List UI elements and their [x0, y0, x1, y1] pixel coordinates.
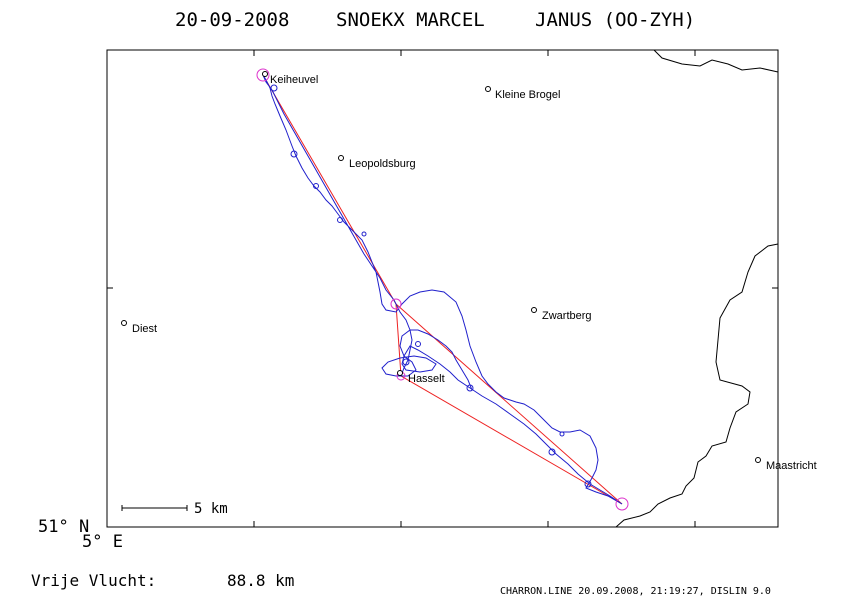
place-label-kleine-brogel: Kleine Brogel	[495, 89, 560, 101]
turnpoint-2	[390, 298, 402, 310]
place-label-diest: Diest	[132, 323, 157, 335]
credit-line: CHARRON.LINE 20.09.2008, 21:19:27, DISLI…	[500, 586, 771, 597]
flight-track	[262, 74, 623, 505]
place-label-leopoldsburg: Leopoldsburg	[349, 158, 416, 170]
turnpoints	[256, 68, 629, 511]
place-label-keiheuvel: Keiheuvel	[270, 74, 318, 86]
place-marker-kleine-brogel	[485, 86, 491, 92]
longitude-label: 5° E	[82, 532, 123, 552]
scale-bar-label: 5 km	[194, 501, 228, 517]
national-border	[615, 49, 779, 528]
flight-title: 20-09-2008 SNOEKX MARCEL JANUS (OO-ZYH)	[0, 9, 853, 33]
task-route	[262, 74, 623, 505]
place-label-maastricht: Maastricht	[766, 460, 817, 472]
turnpoint-finish	[615, 497, 629, 511]
map-frame	[106, 49, 779, 528]
place-labels: Keiheuvel Kleine Brogel Leopoldsburg Die…	[132, 74, 817, 472]
place-marker-maastricht	[755, 457, 761, 463]
flight-date: 20-09-2008	[175, 9, 290, 31]
distance-label: Vrije Vlucht:	[31, 571, 157, 590]
place-label-zwartberg: Zwartberg	[542, 310, 592, 322]
latitude-label: 51° N	[38, 517, 90, 537]
place-marker-leopoldsburg	[338, 155, 344, 161]
scale-bar	[121, 505, 188, 511]
place-marker-hasselt	[397, 370, 403, 376]
thermal-loops	[270, 84, 592, 488]
pilot-name: SNOEKX MARCEL	[336, 9, 485, 31]
turnpoint-start	[256, 68, 270, 82]
place-label-hasselt: Hasselt	[408, 373, 445, 385]
glider-id: JANUS (OO-ZYH)	[535, 9, 696, 31]
place-markers[interactable]	[121, 71, 761, 463]
place-marker-zwartberg	[531, 307, 537, 313]
place-marker-keiheuvel	[262, 71, 268, 77]
distance-value: 88.8 km	[227, 571, 295, 590]
place-marker-diest	[121, 320, 127, 326]
frame-ticks	[107, 50, 778, 527]
